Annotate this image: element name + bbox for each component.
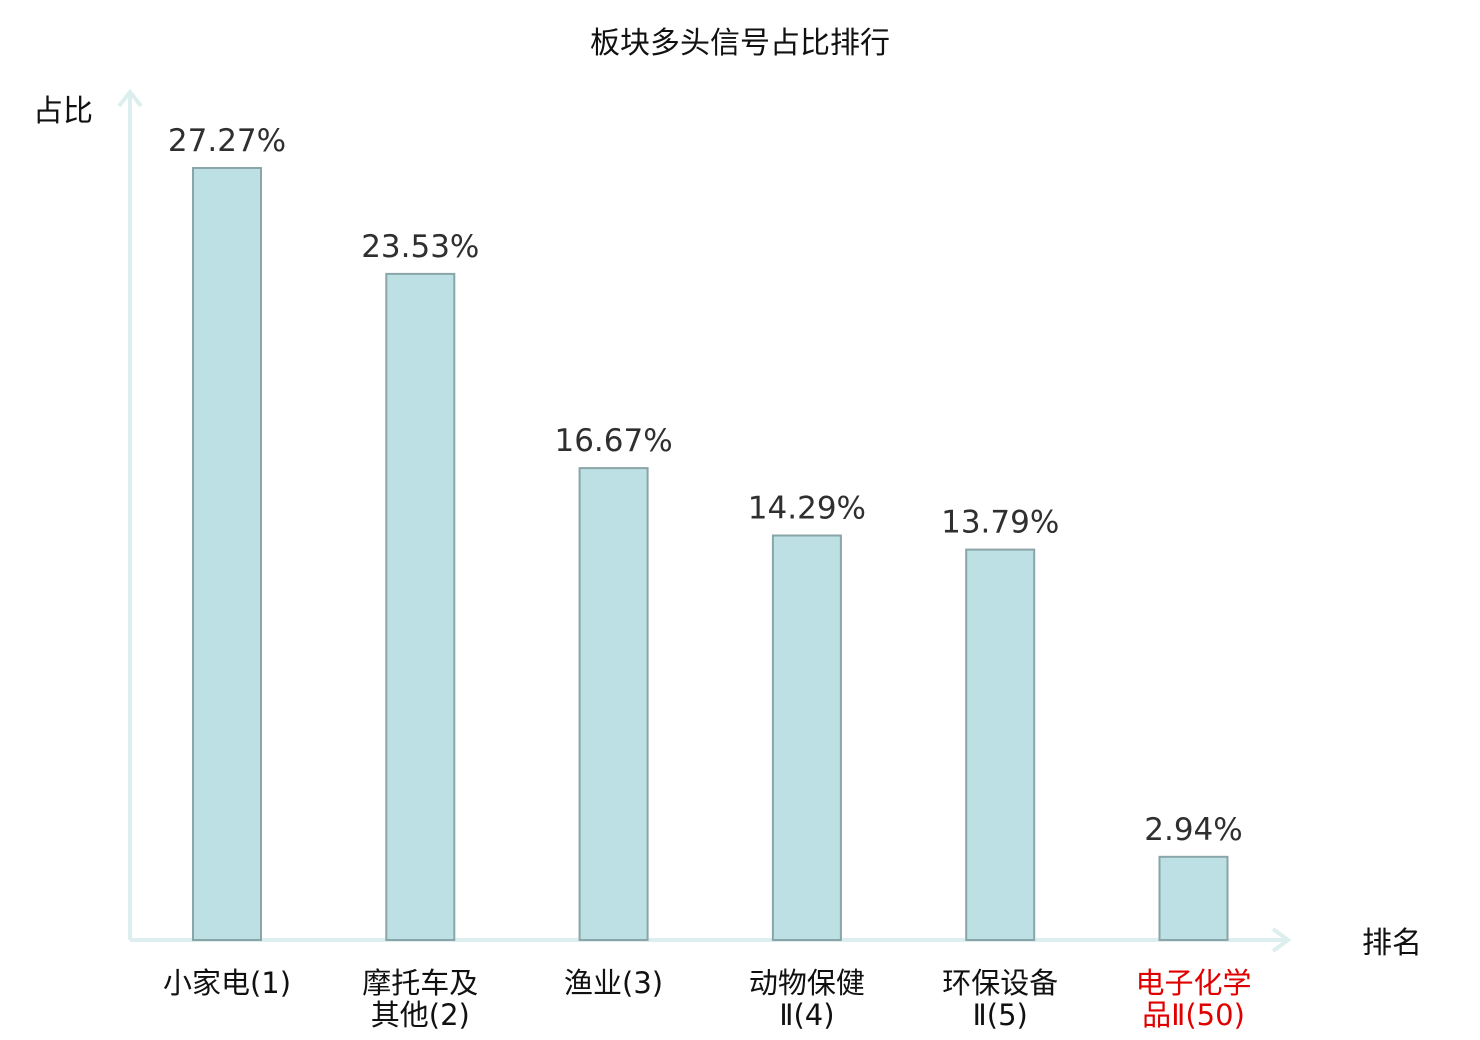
bar — [771, 534, 842, 941]
bar-value-label: 23.53% — [361, 229, 479, 265]
bar — [1158, 855, 1229, 941]
x-tick-label: 小家电(1) — [163, 966, 291, 1000]
x-tick-label-line: 环保设备 — [942, 966, 1058, 1000]
y-axis-label: 占比 — [33, 94, 93, 129]
x-tick-label-line: 其他(2) — [371, 998, 470, 1032]
chart-title: 板块多头信号占比排行 — [590, 26, 890, 61]
bar-value-label: 2.94% — [1144, 812, 1242, 848]
x-tick-label-line: 摩托车及 — [362, 966, 478, 1000]
bar-value-label: 27.27% — [168, 123, 286, 159]
x-tick-label-line: 电子化学 — [1135, 966, 1251, 1000]
y-axis — [117, 88, 143, 940]
x-axis-arrow-head — [1271, 927, 1292, 953]
value-label-group: 27.27% 23.53% 16.67% 14.29% 13.79% 2.94% — [168, 123, 1243, 848]
x-axis — [130, 927, 1292, 953]
bar-series — [192, 167, 1229, 941]
x-tick-label-line: 渔业(3) — [564, 966, 663, 1000]
x-tick-label: 电子化学品Ⅱ(50) — [1135, 966, 1251, 1032]
x-tick-label: 环保设备 Ⅱ(5) — [942, 966, 1058, 1032]
bar — [965, 548, 1036, 941]
category-label-group: 小家电(1) 摩托车及其他(2) 渔业(3) 动物保健 Ⅱ(4) 环保设备 Ⅱ(5) 电子化学… — [163, 966, 1252, 1032]
bar — [192, 167, 262, 941]
x-tick-label-line: Ⅱ(4) — [779, 998, 834, 1032]
x-tick-label-line: 品Ⅱ(50) — [1142, 998, 1245, 1032]
x-tick-label-line: 动物保健 — [749, 966, 865, 1000]
bar — [385, 272, 456, 941]
bar-value-label: 16.67% — [554, 423, 672, 459]
bar-value-label: 14.29% — [748, 491, 866, 527]
x-tick-label: 渔业(3) — [564, 966, 663, 1000]
bar-value-label: 13.79% — [941, 505, 1059, 541]
x-tick-label-line: Ⅱ(5) — [973, 998, 1028, 1032]
x-axis-label: 排名 — [1362, 926, 1422, 961]
x-tick-label: 摩托车及其他(2) — [362, 966, 478, 1032]
y-axis-arrow-head — [117, 88, 143, 108]
bar — [578, 467, 649, 941]
x-tick-label-line: 小家电(1) — [163, 966, 291, 1000]
x-tick-label: 动物保健 Ⅱ(4) — [749, 966, 865, 1032]
